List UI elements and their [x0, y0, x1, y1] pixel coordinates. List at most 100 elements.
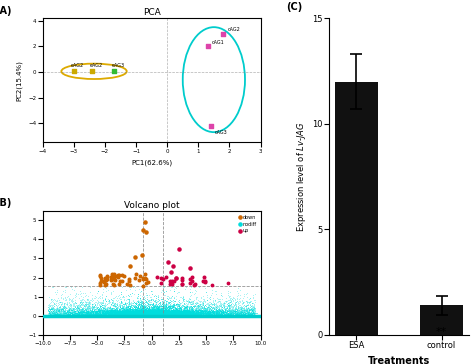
- Point: [112, 308, 119, 314]
- Point: [209, 310, 216, 316]
- Point: [115, 309, 123, 315]
- Point: [122, 310, 129, 316]
- Point: [143, 308, 150, 314]
- Point: [143, 311, 151, 317]
- Point: [116, 312, 123, 317]
- Point: [161, 310, 169, 316]
- Point: [101, 309, 109, 315]
- Point: [117, 311, 124, 317]
- Point: [170, 310, 178, 316]
- Point: [216, 312, 223, 317]
- Point: [140, 307, 148, 313]
- Point: [150, 309, 158, 315]
- Point: [197, 312, 204, 318]
- Point: [149, 311, 157, 317]
- Point: [67, 312, 75, 318]
- Point: [236, 310, 243, 316]
- Point: [181, 310, 189, 316]
- Point: [177, 309, 185, 315]
- Point: [129, 312, 137, 317]
- Point: [221, 312, 229, 317]
- Point: [117, 309, 125, 314]
- Point: [204, 312, 211, 318]
- Point: [157, 313, 164, 318]
- Point: [165, 304, 173, 309]
- Point: [131, 313, 139, 318]
- Point: [129, 304, 137, 309]
- Point: [142, 309, 149, 315]
- Point: [132, 309, 140, 315]
- Point: [127, 312, 135, 318]
- Point: [137, 311, 145, 317]
- Point: [215, 308, 222, 314]
- Point: [119, 311, 127, 317]
- Point: [153, 309, 160, 314]
- Point: [192, 309, 200, 315]
- Point: [223, 310, 231, 316]
- Point: [203, 289, 210, 295]
- Point: [179, 312, 187, 318]
- Point: [107, 312, 115, 318]
- Point: [131, 311, 139, 317]
- Point: [101, 309, 109, 315]
- Point: [113, 309, 120, 314]
- Point: [160, 310, 168, 316]
- Point: [82, 310, 90, 316]
- Point: [109, 309, 116, 315]
- Point: [97, 278, 105, 284]
- Point: [119, 303, 127, 309]
- Point: [102, 302, 110, 308]
- Point: [116, 308, 124, 314]
- Point: [141, 309, 148, 314]
- Point: [138, 310, 146, 316]
- Point: [104, 310, 112, 316]
- Point: [128, 313, 136, 318]
- Point: [156, 312, 164, 318]
- Point: [65, 310, 73, 316]
- Point: [159, 312, 166, 318]
- Point: [237, 308, 245, 314]
- Point: [141, 312, 149, 317]
- Point: [93, 309, 101, 315]
- Point: [208, 313, 215, 318]
- Point: [213, 308, 221, 314]
- Point: [140, 311, 148, 317]
- Point: [195, 310, 203, 316]
- Point: [78, 312, 85, 317]
- Point: [146, 312, 154, 317]
- Point: [228, 301, 235, 307]
- Point: [177, 306, 184, 312]
- Point: [140, 313, 148, 318]
- Point: [193, 310, 201, 316]
- Point: [137, 310, 145, 316]
- Point: [241, 311, 249, 317]
- Point: [125, 309, 133, 314]
- Point: [159, 311, 166, 317]
- Point: [193, 313, 201, 318]
- Point: [117, 310, 125, 316]
- Point: [138, 311, 146, 317]
- Point: [178, 312, 185, 318]
- Point: [109, 302, 116, 308]
- Point: [134, 307, 142, 313]
- Point: [137, 308, 144, 314]
- Point: [145, 310, 153, 316]
- Point: [140, 311, 147, 317]
- Point: [234, 310, 242, 316]
- Point: [59, 310, 67, 316]
- Point: [177, 306, 184, 312]
- Point: [160, 304, 168, 310]
- Point: [197, 298, 205, 304]
- Point: [170, 310, 177, 316]
- Point: [130, 313, 138, 318]
- Point: [137, 306, 144, 312]
- Point: [153, 312, 161, 318]
- Point: [46, 312, 53, 318]
- Point: [179, 310, 186, 316]
- Point: [180, 296, 187, 302]
- Point: [196, 312, 204, 318]
- Point: [92, 308, 100, 314]
- Point: [128, 311, 136, 317]
- Point: [153, 309, 160, 314]
- Point: [140, 311, 148, 317]
